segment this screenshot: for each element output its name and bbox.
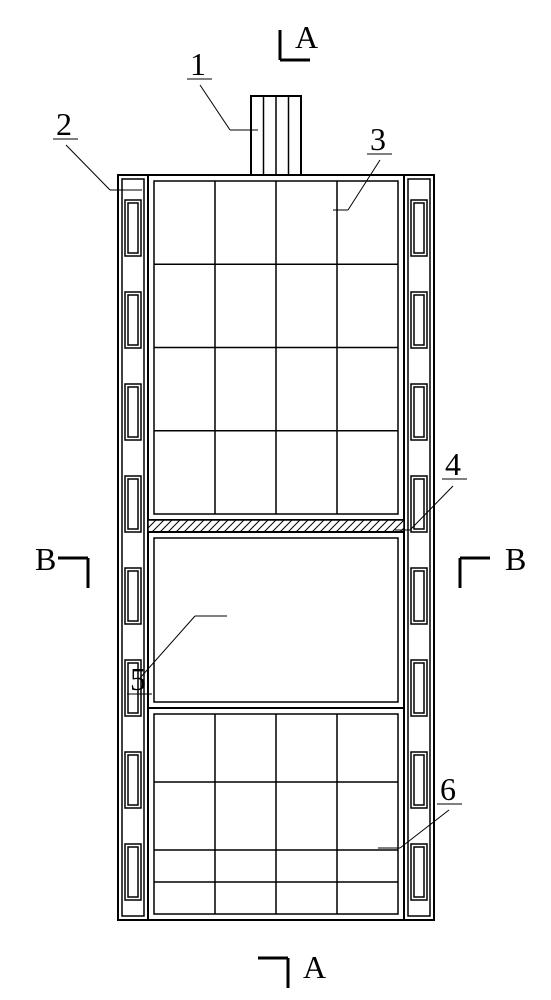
- section-label: A: [295, 19, 318, 55]
- section-label: B: [35, 541, 56, 577]
- figure-root: A A B B 1 2 3 4 5 6: [35, 19, 526, 988]
- engineering-figure: A A B B 1 2 3 4 5 6: [0, 0, 551, 1000]
- top-stub: [251, 96, 301, 175]
- callout-number: 2: [56, 106, 72, 142]
- section-mark-a-top: A: [280, 19, 318, 60]
- right-rail: [404, 175, 434, 920]
- callout-1: 1: [187, 46, 258, 130]
- main-body: [118, 175, 434, 920]
- section-mark-a-bottom: A: [258, 949, 326, 988]
- left-rail: [118, 175, 148, 920]
- section-mark-b-left: B: [35, 541, 88, 588]
- callout-number: 4: [445, 446, 461, 482]
- section-mark-b-right: B: [460, 541, 526, 588]
- callout-number: 3: [370, 121, 386, 157]
- callout-number: 1: [190, 46, 206, 82]
- callout-number: 5: [130, 661, 146, 697]
- section-label: B: [505, 541, 526, 577]
- hatched-bar: [136, 520, 420, 532]
- section-label: A: [303, 949, 326, 985]
- callout-number: 6: [440, 771, 456, 807]
